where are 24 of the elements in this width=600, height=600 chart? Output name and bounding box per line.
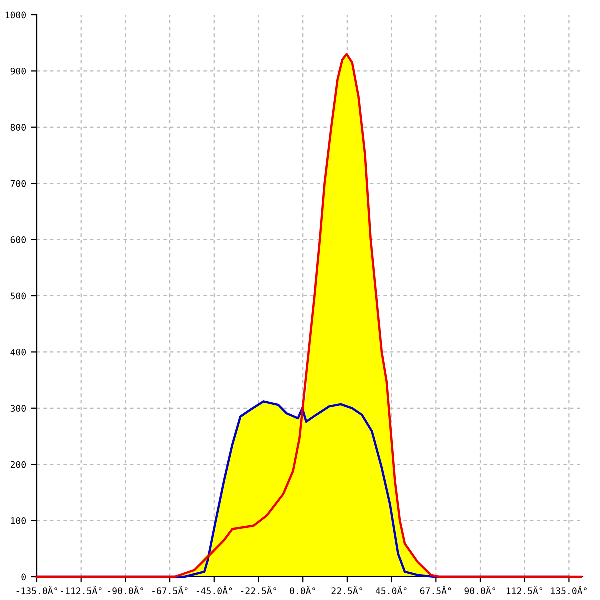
x-tick-label: -112.5Â°	[61, 586, 102, 594]
y-tick-label: 0	[22, 574, 26, 581]
x-tick-label: 45.0Â°	[376, 586, 407, 594]
y-tick-label: 200	[10, 461, 26, 468]
x-tick-label: -22.5Â°	[241, 586, 276, 594]
x-tick-label: -90.0Â°	[108, 586, 144, 594]
x-tick-label: 0.0Â°	[290, 586, 316, 594]
y-tick-label: 900	[10, 68, 26, 75]
y-tick-label: 400	[10, 348, 26, 356]
x-tick-label: 112.5Â°	[506, 586, 543, 594]
x-tick-label: 22.5Â°	[332, 586, 362, 594]
y-tick-label: 300	[10, 405, 26, 412]
x-tick-label: 90.0Â°	[464, 586, 496, 594]
x-tick-label: -45.0Â°	[196, 586, 232, 594]
y-tick-label: 700	[10, 180, 26, 188]
y-tick-label: 500	[10, 292, 26, 300]
x-tick-label: -67.5Â°	[152, 586, 188, 594]
x-tick-label: -135.0Â°	[16, 586, 58, 594]
y-tick-label: 600	[10, 236, 26, 244]
y-tick-label: 800	[10, 124, 26, 131]
y-tick-label: 1000	[6, 12, 26, 19]
y-tick-label: 100	[11, 518, 26, 524]
x-tick-label: 135.0Â°	[551, 586, 587, 594]
x-tick-label: 67.5Â°	[420, 586, 452, 594]
